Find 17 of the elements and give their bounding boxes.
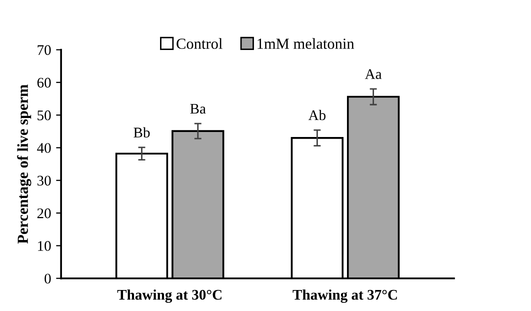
y-tick-label: 10 — [38, 241, 51, 251]
data-label: Ab — [308, 110, 326, 120]
y-axis-title: Percentage of live sperm — [17, 84, 32, 244]
y-tick-label: 30 — [37, 176, 51, 186]
legend-label: Control — [176, 38, 222, 49]
y-tick-label: 50 — [38, 110, 51, 120]
legend-label: 1mM melatonin — [258, 38, 354, 49]
data-label: Bb — [134, 127, 150, 138]
y-tick-label: 60 — [37, 78, 51, 88]
data-label: Ba — [190, 104, 206, 114]
y-tick-label: 70 — [38, 45, 51, 55]
x-tick-label: Thawing at 30°C — [117, 289, 222, 303]
data-label: Aa — [364, 69, 382, 80]
y-tick-label: 40 — [37, 143, 51, 153]
y-tick-label: 0 — [44, 274, 51, 284]
x-tick-label: Thawing at 37°C — [292, 289, 397, 303]
y-tick-label: 20 — [37, 208, 51, 218]
